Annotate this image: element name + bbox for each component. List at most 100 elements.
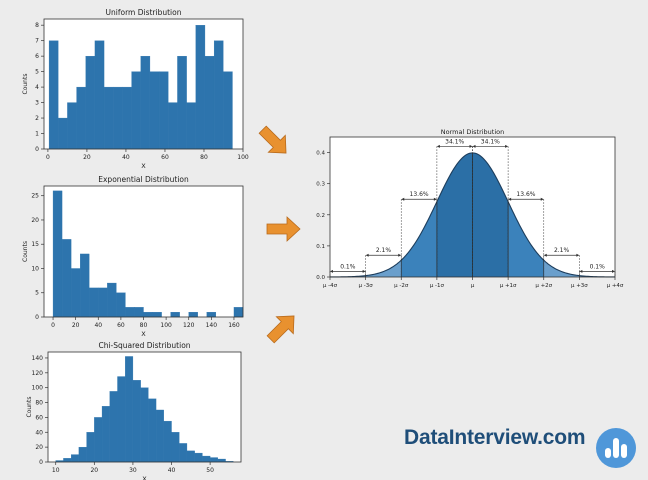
arrowhead: [579, 269, 583, 273]
x-tick-label: 100: [160, 322, 172, 329]
x-tick-label: 0: [51, 322, 55, 329]
histogram-bar: [107, 282, 117, 318]
y-tick-label: 0.4: [316, 151, 325, 157]
annotation-label: 0.1%: [590, 263, 606, 270]
histogram-bar: [186, 102, 196, 150]
histogram-bar: [71, 454, 80, 463]
arrowhead: [540, 197, 544, 201]
y-tick-label: 0.2: [316, 213, 325, 219]
brand-name[interactable]: DataInterview.com: [404, 426, 586, 449]
y-tick-label: 40: [35, 429, 43, 436]
x-tick-label: 40: [94, 322, 102, 329]
histogram-bar: [70, 268, 81, 318]
logo-bar: [605, 448, 611, 458]
y-axis-label: Counts: [22, 241, 29, 262]
histogram-bar: [134, 307, 144, 318]
x-tick-label: μ +2σ: [535, 283, 552, 289]
y-tick-label: 80: [35, 400, 43, 407]
histogram-bar: [122, 86, 132, 150]
histogram-bar: [148, 398, 157, 463]
histogram-bar: [194, 452, 203, 463]
arrow-right-icon: [266, 216, 301, 242]
y-axis-label: Counts: [26, 397, 33, 418]
y-tick-label: 7: [35, 38, 39, 45]
histogram-bar: [143, 311, 153, 318]
x-tick-label: 160: [228, 322, 240, 329]
histogram-bar: [206, 311, 217, 318]
x-tick-label: 10: [52, 467, 60, 474]
histogram-bar: [76, 86, 86, 150]
x-tick-label: 20: [83, 154, 91, 161]
y-tick-label: 15: [31, 241, 39, 248]
histogram-bar: [52, 190, 63, 318]
histogram-bar: [116, 292, 126, 318]
bar-chart-logo-icon[interactable]: [596, 428, 636, 468]
histogram-bar: [125, 356, 134, 463]
y-tick-label: 25: [31, 193, 39, 200]
logo-bar: [613, 438, 619, 458]
y-tick-label: 10: [31, 265, 39, 272]
histogram-bar: [58, 117, 68, 150]
histogram-bar: [131, 71, 141, 150]
chart-title: Normal Distribution: [441, 128, 505, 136]
y-tick-label: 20: [31, 217, 39, 224]
y-tick-label: 0.3: [316, 182, 325, 188]
y-tick-label: 5: [35, 69, 39, 76]
histogram-bar: [163, 420, 172, 463]
x-tick-label: μ: [471, 283, 475, 289]
y-tick-label: 140: [32, 355, 44, 362]
y-tick-label: 0: [39, 459, 43, 466]
y-tick-label: 8: [35, 22, 39, 29]
arrowhead: [365, 253, 369, 257]
x-tick-label: 20: [90, 467, 98, 474]
normal-area-segment: [365, 260, 402, 277]
histogram-bar: [186, 450, 195, 463]
x-axis-label: X: [142, 475, 147, 480]
histogram-bar: [188, 311, 198, 318]
histogram-bar: [113, 86, 123, 150]
x-tick-label: 120: [183, 322, 195, 329]
arrowhead: [398, 253, 402, 257]
arrow-shape: [258, 125, 287, 154]
y-tick-label: 6: [35, 53, 39, 60]
histogram-bar: [101, 406, 110, 463]
arrowhead: [362, 269, 366, 273]
x-tick-label: 50: [206, 467, 214, 474]
x-tick-label: 60: [161, 154, 169, 161]
y-tick-label: 1: [35, 131, 39, 138]
histogram-bar: [202, 455, 211, 463]
x-tick-label: 100: [237, 154, 249, 161]
histogram-bar: [80, 253, 90, 318]
chart-title: Exponential Distribution: [98, 175, 189, 184]
arrowhead: [543, 253, 547, 257]
y-tick-label: 0.1: [316, 244, 325, 250]
histogram-bar: [94, 417, 103, 463]
arrowhead: [436, 144, 440, 148]
x-tick-label: 60: [117, 322, 125, 329]
histogram-bar: [98, 287, 108, 318]
x-tick-label: μ -2σ: [394, 283, 409, 289]
histogram-bar: [209, 457, 218, 463]
histogram-bar: [140, 55, 151, 150]
logo-bar: [621, 444, 627, 458]
annotation-label: 2.1%: [554, 247, 570, 254]
histogram-bar: [171, 432, 180, 463]
x-tick-label: μ -3σ: [359, 283, 374, 289]
x-tick-label: 30: [129, 467, 137, 474]
histogram-bar: [217, 458, 226, 463]
arrowhead: [469, 144, 473, 148]
x-tick-label: 0: [46, 154, 50, 161]
histogram-bar: [89, 287, 99, 318]
plot-frame: [47, 351, 242, 463]
plot-frame: [43, 18, 244, 150]
x-tick-label: μ -1σ: [430, 283, 445, 289]
y-tick-label: 100: [32, 385, 44, 392]
x-tick-label: 80: [140, 322, 148, 329]
arrowhead: [612, 269, 615, 273]
x-tick-label: μ +4σ: [607, 283, 624, 289]
histogram-bar: [109, 391, 118, 463]
histogram-bar: [117, 376, 126, 463]
annotation-label: 34.1%: [481, 138, 500, 145]
x-tick-label: 140: [206, 322, 218, 329]
